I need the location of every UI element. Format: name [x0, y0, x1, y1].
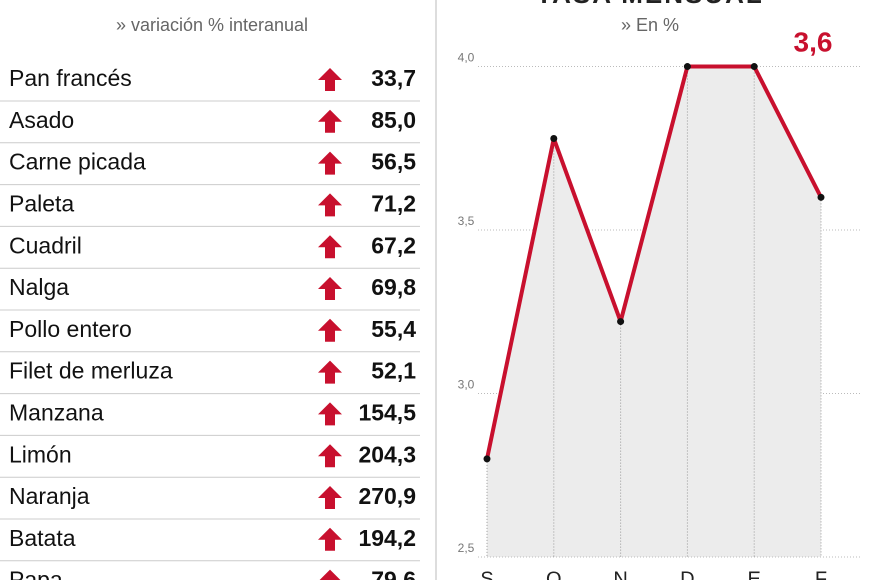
line [485, 64, 823, 460]
item-value: 154,5 [358, 399, 416, 425]
item-name: Pollo entero [9, 316, 132, 342]
item-name: Pan francés [9, 65, 132, 91]
item-value: 71,2 [371, 190, 416, 216]
up-arrow [318, 486, 342, 509]
area [487, 66, 821, 557]
y-tick-label: 3,0 [458, 378, 475, 392]
up-arrow [318, 277, 342, 300]
item-name: Carne picada [9, 149, 146, 175]
up-arrow [318, 318, 342, 342]
x-tick-label: S [480, 568, 493, 580]
item-value: 270,9 [358, 483, 416, 509]
item-name: Batata [9, 525, 76, 551]
x-tick-label: O [546, 568, 562, 580]
point [683, 63, 691, 71]
item-name: Limón [9, 441, 72, 467]
y-tick-label: 4,0 [458, 51, 475, 65]
item-name: Asado [9, 107, 74, 133]
y-tick-label: 3,5 [458, 214, 475, 228]
item-value: 52,1 [371, 358, 416, 384]
x-tick-label: F [815, 568, 827, 580]
item-value: 69,8 [371, 274, 416, 300]
item-value: 55,4 [371, 316, 416, 342]
item-name: Nalga [9, 274, 69, 300]
item-name: Manzana [9, 399, 104, 425]
point [550, 134, 558, 142]
point [817, 193, 825, 201]
chart-title: TASA MENSUAL [536, 0, 764, 9]
item-value: 56,5 [371, 149, 416, 175]
up-arrow [318, 444, 342, 468]
up-arrow [318, 68, 342, 91]
item-name: Cuadril [9, 232, 82, 258]
up-arrow [319, 569, 341, 580]
point [750, 63, 758, 71]
item-value: 67,2 [371, 232, 416, 258]
item-name: Filet de merluza [9, 358, 173, 384]
point [483, 455, 491, 463]
item-name: Naranja [9, 483, 90, 509]
item-value: 85,0 [371, 107, 416, 133]
table-subtitle: » variación % interanual [116, 15, 308, 35]
item-value: 33,7 [371, 65, 416, 91]
item-name: Paleta [9, 190, 74, 216]
item-value: 194,2 [358, 525, 416, 551]
chart-subtitle: » En % [621, 15, 679, 35]
up-arrow [318, 360, 342, 384]
up-arrow [318, 193, 342, 217]
up-arrow [318, 109, 342, 133]
value-label: 3,6 [794, 26, 833, 57]
item-name: Papa [9, 567, 63, 580]
x-tick-label: E [748, 568, 761, 580]
item-value: 204,3 [358, 441, 416, 467]
point [617, 318, 625, 326]
x-tick-label: D [680, 568, 694, 580]
item-value: 79,6 [371, 567, 416, 580]
y-tick-label: 2,5 [458, 541, 475, 555]
up-arrow [318, 235, 342, 259]
x-tick-label: N [613, 568, 627, 580]
up-arrow [318, 151, 342, 175]
up-arrow [318, 402, 342, 426]
up-arrow [318, 527, 342, 551]
